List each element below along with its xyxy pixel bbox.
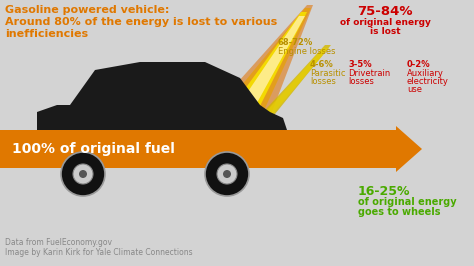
Text: Around 80% of the energy is lost to various: Around 80% of the energy is lost to vari… [5,17,277,27]
Text: 100% of original fuel: 100% of original fuel [12,142,175,156]
Circle shape [205,152,249,196]
Text: goes to wheels: goes to wheels [358,207,440,217]
Text: losses: losses [348,77,374,86]
Polygon shape [245,48,329,135]
Text: of original energy: of original energy [339,18,430,27]
Text: inefficiencies: inefficiencies [5,29,88,39]
Text: Image by Karin Kirk for Yale Climate Connections: Image by Karin Kirk for Yale Climate Con… [5,248,192,257]
Text: Auxiliary: Auxiliary [407,69,444,78]
Circle shape [217,164,237,184]
Circle shape [73,164,93,184]
Polygon shape [30,135,55,155]
Circle shape [61,152,105,196]
Circle shape [79,170,87,178]
Text: 4-6%: 4-6% [310,60,334,69]
Polygon shape [195,5,313,130]
Polygon shape [160,155,254,157]
Circle shape [223,170,231,178]
Text: is lost: is lost [370,27,401,36]
FancyBboxPatch shape [0,130,398,168]
Polygon shape [270,112,287,155]
Text: 68-72%: 68-72% [278,38,313,47]
Text: electricity: electricity [407,77,449,86]
Polygon shape [222,16,305,130]
Text: Engine losses: Engine losses [278,47,336,56]
Polygon shape [37,62,270,155]
Text: Gasoline powered vehicle:: Gasoline powered vehicle: [5,5,169,15]
Text: Data from FuelEconomy.gov: Data from FuelEconomy.gov [5,238,112,247]
FancyArrow shape [396,126,422,172]
Text: of original energy: of original energy [358,197,456,207]
Polygon shape [158,148,252,150]
Text: Parasitic: Parasitic [310,69,346,78]
Text: 0-2%: 0-2% [407,60,430,69]
Polygon shape [242,45,331,135]
Text: Drivetrain: Drivetrain [348,69,390,78]
Text: use: use [407,85,422,94]
Polygon shape [205,8,311,130]
Text: 75-84%: 75-84% [357,5,413,18]
Text: losses: losses [310,77,336,86]
Polygon shape [215,12,307,130]
Text: 3-5%: 3-5% [348,60,372,69]
Polygon shape [155,140,250,142]
Text: 16-25%: 16-25% [358,185,410,198]
